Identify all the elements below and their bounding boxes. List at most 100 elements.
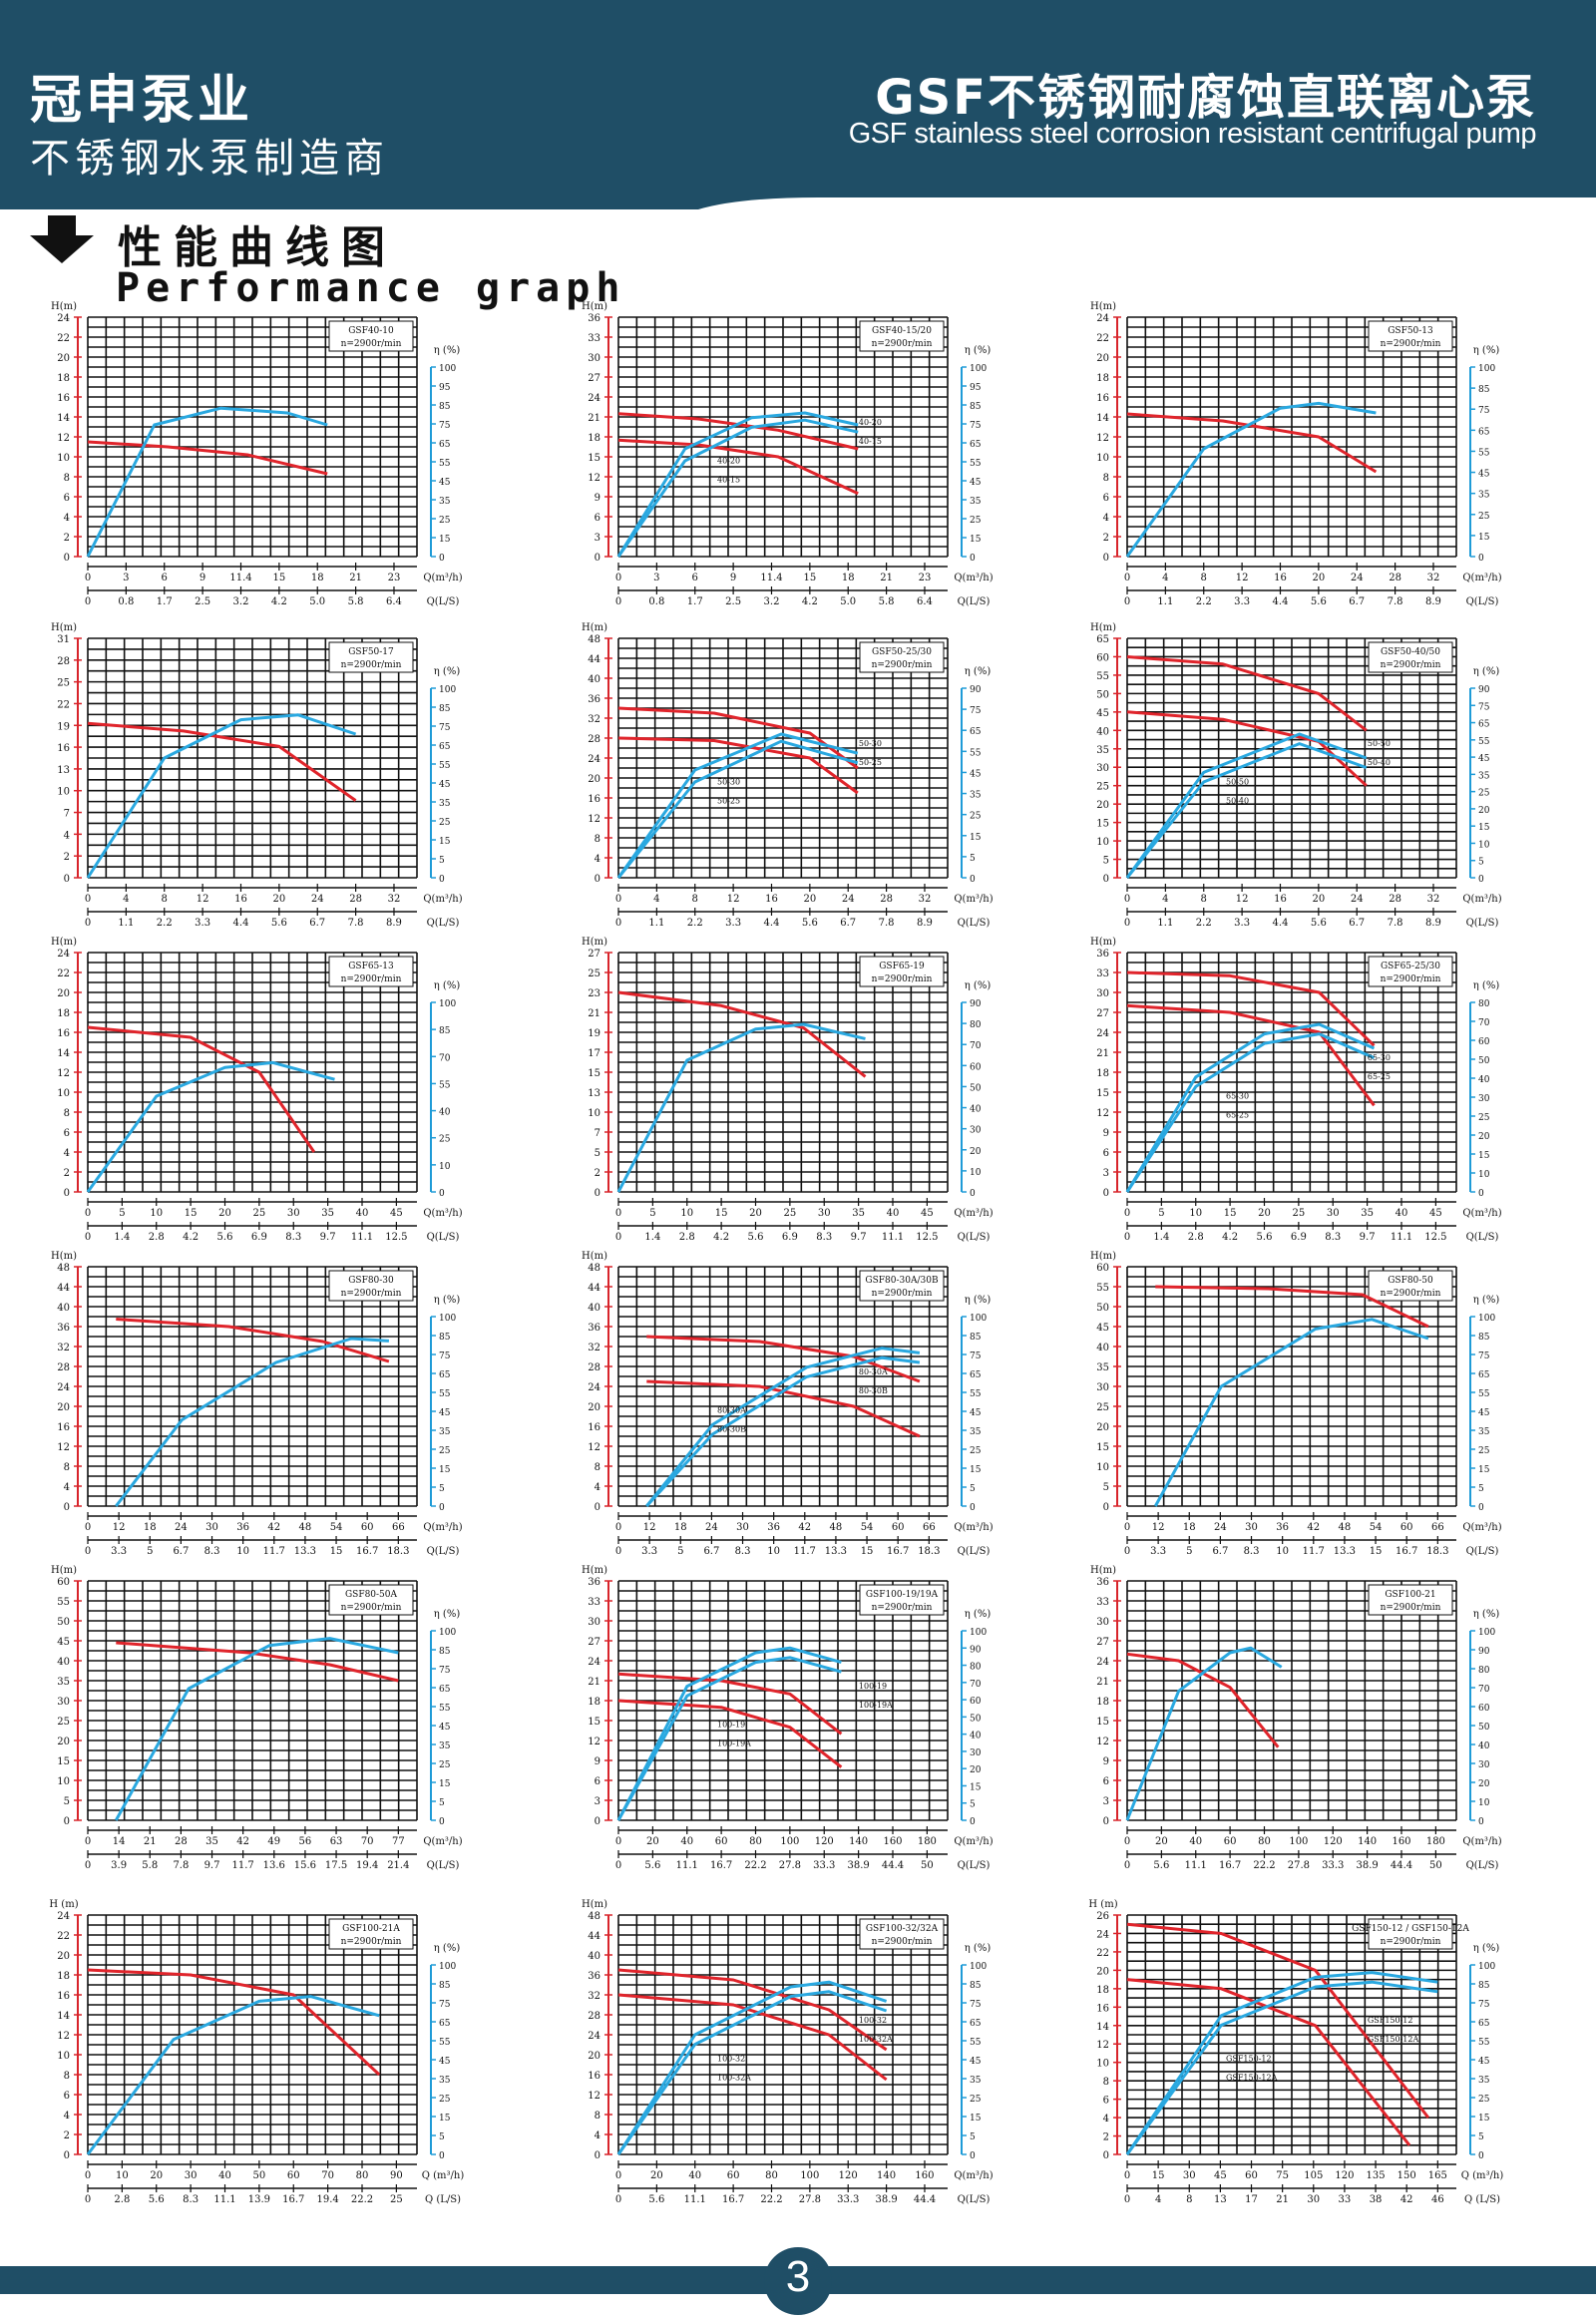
head-curve [617, 1699, 843, 1768]
flow-tick-label-m3h: 6 [162, 573, 168, 583]
head-tick-label: 10 [57, 1088, 70, 1099]
flow-tick-label-m3h: 28 [1389, 894, 1401, 905]
head-tick-label: 15 [1096, 1717, 1109, 1728]
flow-tick-label-m3h: 20 [1312, 894, 1325, 905]
efficiency-tick-label: 65 [439, 2019, 451, 2029]
flow-tick-label-m3h: 0 [85, 894, 91, 905]
flow-tick-label-m3h: 54 [861, 1522, 874, 1533]
flow-tick-label-m3h: 24 [842, 894, 855, 905]
flow-axis-title-ls: Q(L/S) [427, 596, 460, 607]
head-tick-label: 8 [64, 1108, 70, 1119]
efficiency-axis-title: η (%) [1473, 1609, 1500, 1620]
efficiency-tick-label: 25 [970, 516, 982, 526]
flow-axis-title-ls: Q(L/S) [1466, 1860, 1499, 1871]
chart-speed-label: n=2900r/min [1381, 339, 1441, 349]
flow-tick-label-m3h: 66 [923, 1522, 936, 1533]
curve-label: 40-20 [717, 456, 740, 465]
flow-tick-label-ls: 4.2 [1222, 1232, 1238, 1243]
flow-tick-label-ls: 5.6 [648, 2194, 664, 2205]
flow-tick-label-m3h: 45 [1429, 1208, 1442, 1219]
flow-tick-label-m3h: 60 [1224, 1836, 1237, 1847]
efficiency-axis-title: η (%) [965, 345, 992, 356]
arrow-down-icon [30, 215, 94, 263]
efficiency-tick-label: 35 [439, 497, 451, 507]
head-tick-label: 14 [1096, 2022, 1109, 2033]
chart-9: GSF65-25/30n=2900r/minH(m)03691215182124… [1090, 937, 1502, 1243]
flow-tick-label-m3h: 8 [1201, 573, 1207, 583]
flow-tick-label-ls: 16.7 [282, 2194, 304, 2205]
efficiency-tick-label: 65 [1478, 1370, 1490, 1380]
efficiency-tick-label: 100 [1478, 1962, 1495, 1972]
flow-tick-label-ls: 2.2 [1196, 596, 1212, 607]
efficiency-curve [616, 1990, 888, 2155]
head-tick-label: 10 [1096, 1462, 1109, 1473]
efficiency-tick-label: 55 [1478, 737, 1490, 747]
head-tick-label: 16 [57, 743, 70, 754]
head-tick-label: 30 [588, 353, 600, 364]
flow-tick-label-m3h: 30 [185, 2170, 198, 2181]
efficiency-axis-title: η (%) [434, 666, 461, 677]
flow-tick-label-m3h: 12 [1236, 573, 1249, 583]
efficiency-curve [1125, 1022, 1376, 1193]
chart-speed-label: n=2900r/min [1381, 1603, 1441, 1613]
head-tick-label: 28 [57, 656, 70, 667]
head-tick-label: 27 [588, 1637, 600, 1648]
efficiency-tick-label: 45 [439, 780, 451, 790]
flow-tick-label-m3h: 160 [915, 2170, 934, 2181]
flow-tick-label-ls: 9.7 [1360, 1232, 1376, 1243]
head-tick-label: 18 [1096, 1068, 1109, 1079]
head-tick-label: 15 [1096, 819, 1109, 830]
head-tick-label: 55 [1096, 1283, 1109, 1294]
efficiency-tick-label: 25 [1478, 512, 1490, 522]
flow-tick-label-ls: 2.8 [1188, 1232, 1204, 1243]
head-axis-title: H(m) [51, 622, 77, 633]
head-tick-label: 0 [1103, 874, 1109, 885]
section-title-cn: 性能曲线图 [118, 222, 397, 273]
chart-speed-label: n=2900r/min [1381, 1289, 1441, 1299]
flow-tick-label-m3h: 16 [1274, 894, 1287, 905]
efficiency-tick-label: 40 [1478, 1742, 1490, 1751]
curve-label: 100-19 [859, 1682, 887, 1691]
flow-tick-label-m3h: 70 [361, 1836, 374, 1847]
efficiency-curve [616, 1656, 842, 1821]
efficiency-tick-label: 55 [1478, 448, 1490, 458]
flow-axis-title-m3h: Q(m³/h) [954, 1208, 993, 1219]
flow-tick-label-ls: 8.3 [816, 1232, 832, 1243]
flow-tick-label-ls: 4.4 [1273, 918, 1289, 929]
flow-tick-label-ls: 30 [1307, 2194, 1320, 2205]
head-tick-label: 5 [1103, 856, 1109, 867]
flow-tick-label-m3h: 40 [1396, 1208, 1408, 1219]
efficiency-axis-title: η (%) [434, 345, 461, 356]
curve-label: 50-50 [1226, 777, 1249, 786]
flow-tick-label-ls: 4 [1155, 2194, 1161, 2205]
head-tick-label: 6 [1103, 1148, 1109, 1159]
head-tick-label: 32 [588, 714, 600, 725]
head-axis-title: H(m) [582, 301, 607, 312]
head-curve [1126, 1922, 1430, 2120]
head-tick-label: 0 [64, 553, 70, 564]
head-tick-label: 16 [588, 1422, 600, 1433]
flow-tick-label-ls: 0 [1124, 2194, 1130, 2205]
head-curve [617, 438, 859, 496]
efficiency-tick-label: 45 [439, 1408, 451, 1418]
flow-tick-label-m3h: 140 [849, 1836, 868, 1847]
efficiency-tick-label: 0 [1478, 2151, 1484, 2161]
flow-tick-label-ls: 44.4 [914, 2194, 936, 2205]
flow-tick-label-m3h: 60 [1245, 2170, 1258, 2181]
head-tick-label: 0 [1103, 1816, 1109, 1827]
flow-tick-label-m3h: 3 [653, 573, 659, 583]
curve-label: 100-19A [859, 1701, 893, 1710]
flow-tick-label-m3h: 180 [1426, 1836, 1445, 1847]
head-tick-label: 18 [57, 1971, 70, 1982]
efficiency-tick-label: 10 [1478, 1798, 1490, 1808]
flow-tick-label-ls: 17 [1245, 2194, 1258, 2205]
efficiency-tick-label: 25 [1478, 789, 1490, 799]
chart-11: GSF80-30A/30Bn=2900r/minH(m)048121620242… [582, 1251, 994, 1557]
flow-tick-label-m3h: 23 [919, 573, 932, 583]
efficiency-tick-label: 35 [970, 2076, 982, 2086]
head-tick-label: 18 [1096, 373, 1109, 384]
head-tick-label: 20 [1096, 1422, 1109, 1433]
efficiency-tick-label: 35 [439, 2076, 451, 2086]
curve-label: GSF150-12 [1368, 2016, 1413, 2025]
flow-tick-label-m3h: 135 [1367, 2170, 1386, 2181]
